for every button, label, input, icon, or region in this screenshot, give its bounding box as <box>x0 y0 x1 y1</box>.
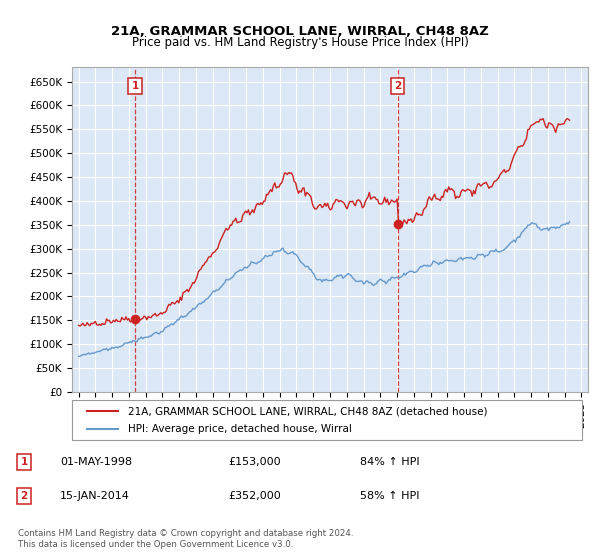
Text: £153,000: £153,000 <box>228 457 281 467</box>
Text: HPI: Average price, detached house, Wirral: HPI: Average price, detached house, Wirr… <box>128 423 352 433</box>
Text: Contains HM Land Registry data © Crown copyright and database right 2024.
This d: Contains HM Land Registry data © Crown c… <box>18 529 353 549</box>
Text: 84% ↑ HPI: 84% ↑ HPI <box>360 457 419 467</box>
Text: 2: 2 <box>394 81 401 91</box>
Text: 1: 1 <box>131 81 139 91</box>
Text: 15-JAN-2014: 15-JAN-2014 <box>60 491 130 501</box>
Text: £352,000: £352,000 <box>228 491 281 501</box>
Text: 58% ↑ HPI: 58% ↑ HPI <box>360 491 419 501</box>
Text: 01-MAY-1998: 01-MAY-1998 <box>60 457 132 467</box>
Text: 2: 2 <box>20 491 28 501</box>
Text: 1: 1 <box>20 457 28 467</box>
Text: 21A, GRAMMAR SCHOOL LANE, WIRRAL, CH48 8AZ (detached house): 21A, GRAMMAR SCHOOL LANE, WIRRAL, CH48 8… <box>128 407 488 417</box>
Text: 21A, GRAMMAR SCHOOL LANE, WIRRAL, CH48 8AZ: 21A, GRAMMAR SCHOOL LANE, WIRRAL, CH48 8… <box>111 25 489 38</box>
Text: Price paid vs. HM Land Registry's House Price Index (HPI): Price paid vs. HM Land Registry's House … <box>131 36 469 49</box>
